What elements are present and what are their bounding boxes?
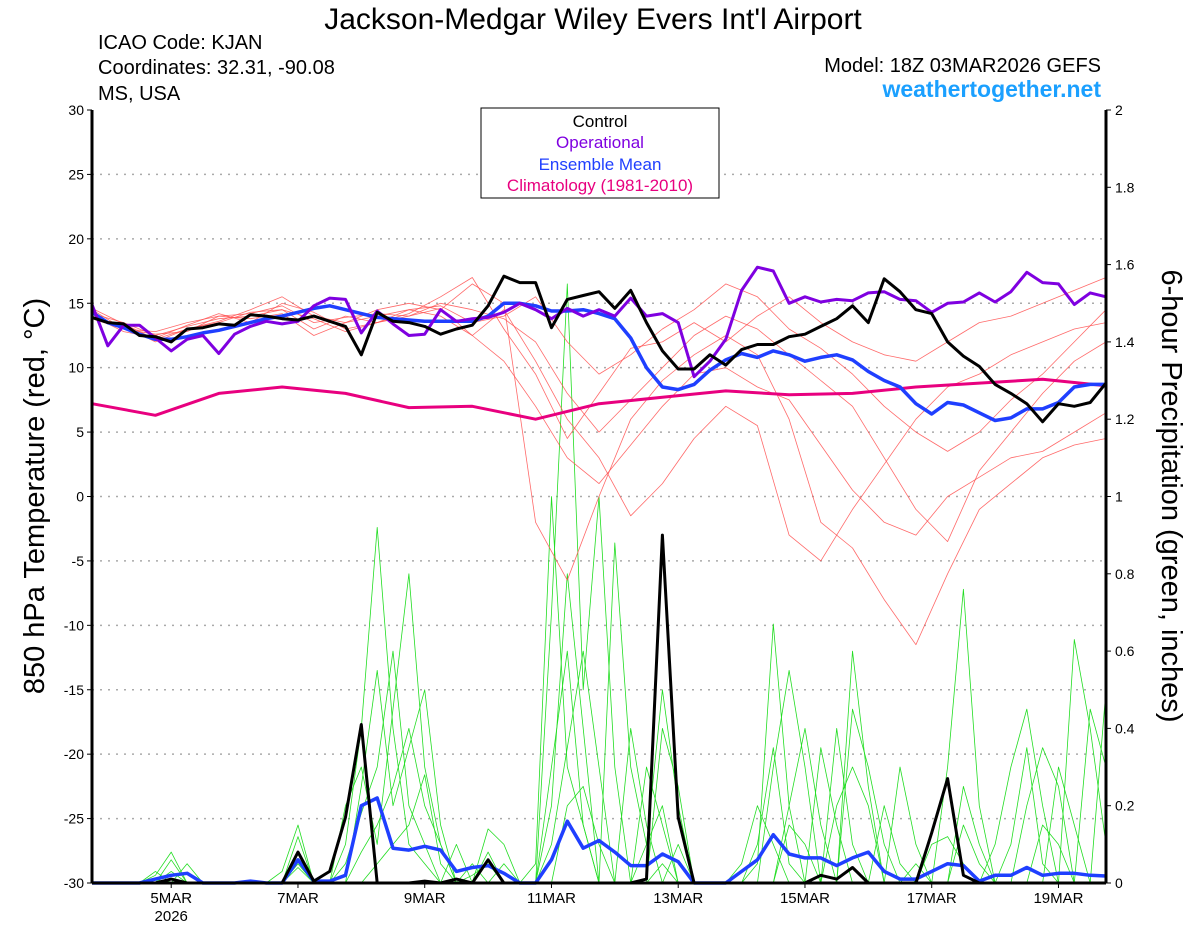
region: MS, USA — [98, 83, 181, 105]
y-tick-label: -25 — [64, 811, 84, 827]
y-tick-label: 5 — [76, 424, 84, 440]
temp-operational-line — [90, 265, 1107, 379]
y-tick-label: 15 — [68, 295, 84, 311]
x-tick-label: 11MAR — [527, 890, 576, 907]
legend: Control Operational Ensemble Mean Climat… — [480, 107, 720, 199]
axes: 302520151050-5-10-15-20-25-3021.81.61.41… — [64, 102, 1135, 925]
legend-climatology: Climatology (1981-2010) — [507, 176, 693, 195]
y-axis-label-right: 6-hour Precipitation (green, inches) — [1155, 270, 1187, 723]
main-series-lines — [90, 265, 1108, 885]
climatology-line — [91, 377, 1107, 421]
y-tick-label: -15 — [64, 682, 84, 698]
y-tick-label: 10 — [68, 360, 84, 376]
y2-tick-label: 0.2 — [1115, 798, 1135, 814]
y2-tick-label: 0.6 — [1115, 643, 1135, 659]
y-tick-label: 25 — [68, 166, 84, 182]
y-axis-label-left: 850 hPa Temperature (red, °C) — [19, 298, 51, 694]
model-run: Model: 18Z 03MAR2026 GEFS — [824, 55, 1101, 77]
y2-tick-label: 0.4 — [1115, 720, 1135, 736]
temp-member-line — [91, 283, 1107, 646]
y-tick-label: -5 — [72, 553, 85, 569]
y-tick-label: -10 — [64, 617, 84, 633]
y2-tick-label: 1 — [1115, 489, 1123, 505]
legend-box — [480, 107, 720, 199]
x-tick-label: 13MAR — [653, 890, 703, 907]
y-tick-label: 0 — [76, 489, 84, 505]
temp-control-line — [91, 274, 1108, 424]
chart-title: Jackson-Medgar Wiley Evers Int'l Airport — [324, 3, 862, 36]
temp-member-line — [91, 277, 1107, 439]
gridlines — [92, 173, 1106, 820]
y-tick-label: -30 — [64, 875, 84, 891]
y2-tick-label: 0.8 — [1115, 566, 1135, 582]
x-tick-year: 2026 — [155, 908, 188, 925]
legend-ensemble-mean: Ensemble Mean — [539, 155, 662, 174]
x-tick-label: 9MAR — [404, 890, 446, 907]
y-tick-label: 20 — [68, 231, 84, 247]
temp-member-line — [91, 283, 1107, 452]
temp-mean-line — [91, 301, 1106, 423]
y-tick-label: 30 — [68, 102, 84, 118]
x-tick-label: 17MAR — [907, 890, 957, 907]
precip-member-line — [92, 542, 1107, 884]
precip-member-line — [92, 527, 1106, 884]
precip-control-line — [92, 533, 1106, 885]
x-tick-label: 19MAR — [1033, 890, 1083, 907]
x-tick-label: 5MAR — [150, 890, 192, 907]
legend-control: Control — [573, 112, 628, 131]
y2-tick-label: 1.6 — [1115, 257, 1135, 273]
legend-operational: Operational — [556, 133, 644, 152]
temp-member-line — [91, 302, 1107, 542]
x-tick-label: 7MAR — [277, 890, 319, 907]
site-link[interactable]: weathertogether.net — [881, 76, 1101, 102]
y2-tick-label: 1.4 — [1115, 334, 1135, 350]
coordinates: Coordinates: 32.31, -90.08 — [98, 57, 335, 79]
x-tick-label: 15MAR — [780, 890, 830, 907]
y-tick-label: -20 — [64, 746, 84, 762]
icao-code: ICAO Code: KJAN — [98, 32, 263, 54]
y2-tick-label: 1.8 — [1115, 179, 1135, 195]
y2-tick-label: 1.2 — [1115, 411, 1135, 427]
y2-tick-label: 2 — [1115, 102, 1123, 118]
y2-tick-label: 0 — [1115, 875, 1123, 891]
precip-member-line — [92, 650, 1106, 884]
temp-member-lines — [91, 277, 1107, 646]
